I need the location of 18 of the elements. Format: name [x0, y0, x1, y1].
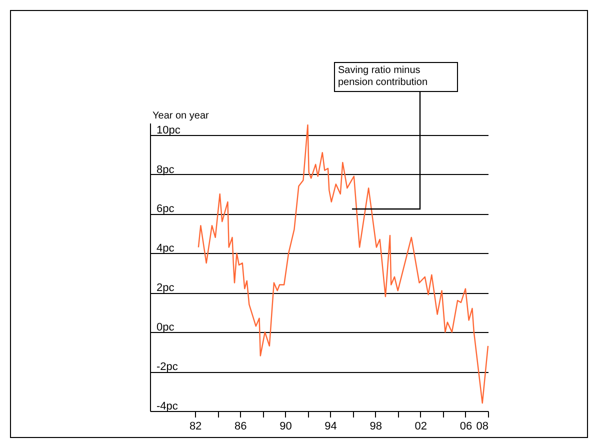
x-tick-label: 02 — [414, 420, 428, 432]
x-tick-label: 82 — [189, 420, 202, 432]
y-tick-label: 6pc — [156, 203, 175, 216]
text: Saving ratio minus pension contribution — [338, 65, 429, 89]
x-tick-label: 08 — [476, 420, 488, 432]
y-tick-label: 8pc — [156, 164, 175, 176]
y-tick-label: 0pc — [156, 322, 175, 334]
x-tick-label: 86 — [234, 420, 247, 432]
y-tick-label: 4pc — [156, 242, 175, 255]
y-tick-label: 2pc — [156, 282, 175, 294]
x-tick-label: 98 — [370, 420, 382, 432]
x-tick-label: 94 — [324, 420, 337, 432]
y-tick-label: 10pc — [156, 124, 181, 136]
y-tick-label: -4pc — [156, 400, 178, 412]
y-tick-label: -2pc — [156, 361, 178, 374]
y-axis-title: Year on year — [152, 110, 210, 122]
x-tick-label: 06 — [460, 420, 472, 432]
x-tick-label: 90 — [280, 420, 292, 432]
